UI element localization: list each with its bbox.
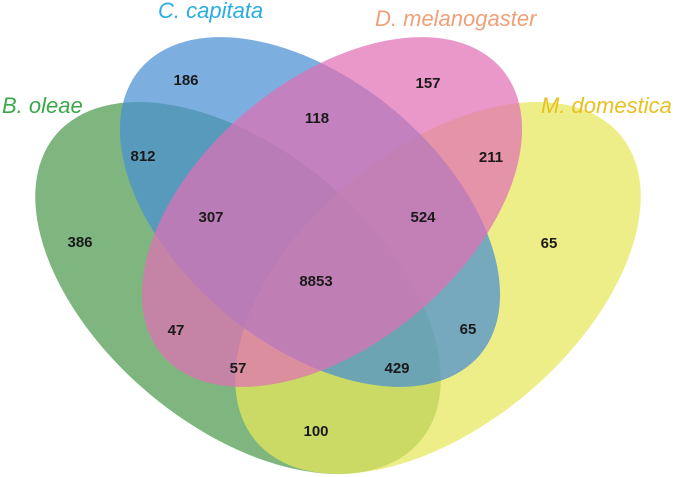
count-only-capitata: 186: [173, 72, 198, 89]
count-oleae-melanogaster-domestica: 57: [230, 360, 247, 377]
count-melanogaster-domestica: 211: [479, 149, 503, 166]
count-oleae-capitata-melanogaster: 307: [198, 209, 223, 226]
set-label-melanogaster: D. melanogaster: [375, 6, 538, 31]
set-label-oleae: B. oleae: [2, 93, 83, 118]
count-only-domestica: 65: [541, 235, 558, 252]
count-all-four: 8853: [299, 273, 332, 290]
count-oleae-melanogaster: 47: [168, 322, 185, 339]
count-oleae-capitata: 812: [130, 148, 155, 165]
count-capitata-domestica: 65: [460, 321, 477, 338]
count-only-melanogaster: 157: [415, 75, 440, 92]
count-capitata-melanogaster: 118: [305, 110, 329, 127]
set-ellipse-melanogaster: [141, 37, 523, 387]
count-oleae-capitata-domestica: 429: [384, 360, 409, 377]
set-label-domestica: M. domestica: [541, 93, 672, 118]
count-oleae-domestica: 100: [303, 423, 328, 440]
count-only-oleae: 386: [67, 234, 92, 251]
set-label-capitata: C. capitata: [158, 0, 263, 23]
count-capitata-melanogaster-domestica: 524: [410, 209, 436, 226]
